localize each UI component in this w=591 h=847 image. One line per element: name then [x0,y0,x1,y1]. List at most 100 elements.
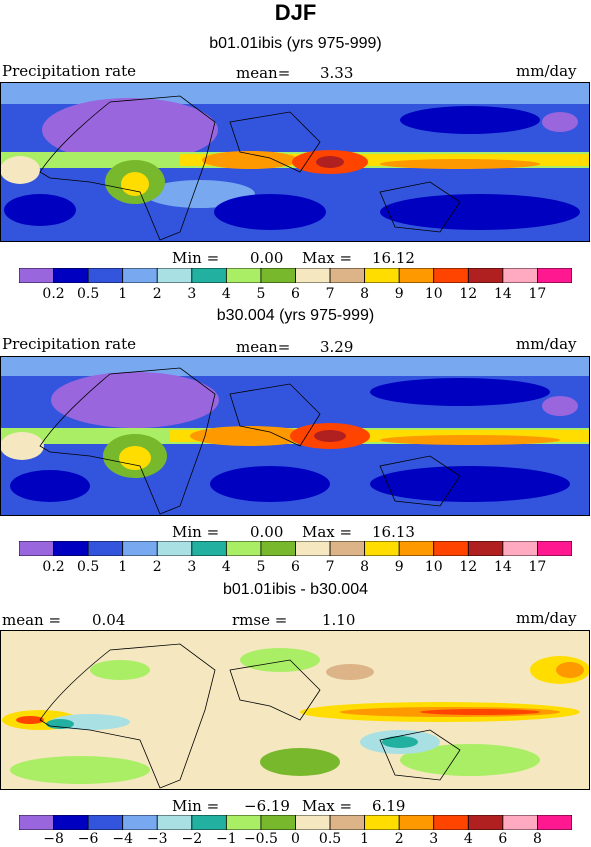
colorbar-tick-label: 3 [187,559,197,575]
panel2-units: mm/day [516,335,577,353]
colorbar-swatch [329,268,366,283]
colorbar-tick-label: 6 [291,559,300,575]
colorbar-tick-label: 9 [394,286,404,302]
colorbar-tick-label: 12 [459,559,478,575]
colorbar-swatch [260,268,296,283]
panel3-max-label: Max = [302,797,353,815]
panel3-min-label: Min = [172,797,220,815]
colorbar-tick-label: 2 [152,286,162,302]
colorbar-swatch [122,815,158,830]
panel1-units: mm/day [516,62,577,80]
colorbar-tick-label: 1 [118,559,128,575]
colorbar-tick-label: 8 [532,831,542,847]
panel1-colorbar-ticks: 0.2 0.5 1 2 3 4 5 6 7 8 9 10 12 14 17 [0,286,591,306]
colorbar-swatch [502,541,538,556]
panel1-title: b01.01ibis (yrs 975-999) [209,35,382,52]
panel3-max-value: 6.19 [372,797,406,815]
colorbar-swatch [122,541,158,556]
colorbar-tick-label: 2 [152,559,162,575]
panel3-title: b01.01ibis - b30.004 [223,581,368,598]
panel1-min-label: Min = [172,249,220,267]
panel2-mean-label: mean= [236,338,291,356]
colorbar-tick-label: −0.5 [243,831,278,847]
colorbar-tick-label: 5 [256,286,266,302]
colorbar-swatch [225,541,262,556]
colorbar-swatch [467,541,504,556]
colorbar-swatch [87,815,124,830]
colorbar-tick-label: 6 [498,831,508,847]
panel2-mean-value: 3.29 [320,338,354,356]
panel2-min-value: 0.00 [250,523,284,541]
colorbar-tick-label: 6 [291,286,300,302]
colorbar-tick-label: 0.5 [76,286,100,302]
panel3-rmse-label: rmse = [232,611,288,629]
colorbar-swatch [156,268,193,283]
colorbar-tick-label: 0.2 [42,559,65,575]
panel1-max-label: Max = [302,249,353,267]
colorbar-swatch [87,268,124,283]
colorbar-tick-label: 4 [221,286,231,302]
colorbar-swatch [156,815,193,830]
colorbar-swatch [260,541,296,556]
colorbar-swatch [191,541,227,556]
panel3-mean-value: 0.04 [92,611,126,629]
panel2-max-label: Max = [302,523,353,541]
colorbar-swatch [191,268,227,283]
colorbar-tick-label: 10 [424,286,443,302]
panel1-min-value: 0.00 [250,249,284,267]
colorbar-tick-label: −2 [181,831,203,847]
colorbar-swatch [398,815,435,830]
colorbar-swatch [53,541,89,556]
colorbar-swatch [53,815,89,830]
panel2-max-value: 16.13 [372,523,415,541]
panel2-min-label: Min = [172,523,220,541]
colorbar-swatch [364,815,400,830]
colorbar-tick-label: 1 [360,831,370,847]
colorbar-swatch [364,268,400,283]
colorbar-tick-label: 9 [394,559,404,575]
colorbar-tick-label: 7 [325,286,335,302]
colorbar-swatch [537,815,572,830]
figure-title: DJF [274,0,317,25]
colorbar-tick-label: −3 [146,831,168,847]
colorbar-swatch [225,268,262,283]
panel1-map [0,82,590,242]
panel3-map [0,630,590,790]
colorbar-swatch [156,541,193,556]
panel3-colorbar [19,815,572,830]
colorbar-swatch [53,268,89,283]
panel2-title: b30.004 (yrs 975-999) [216,307,375,324]
colorbar-swatch [329,815,366,830]
colorbar-swatch [364,541,400,556]
colorbar-tick-label: 17 [528,559,547,575]
colorbar-tick-label: 7 [325,559,335,575]
colorbar-swatch [398,268,435,283]
colorbar-swatch [122,268,158,283]
colorbar-swatch [295,815,331,830]
colorbar-swatch [225,815,262,830]
colorbar-tick-label: 0.2 [42,286,65,302]
colorbar-swatch [87,541,124,556]
panel1-colorbar [19,268,572,283]
colorbar-swatch [502,815,538,830]
panel2-variable-label: Precipitation rate [2,335,137,353]
panel1-mean-label: mean= [236,64,291,82]
colorbar-tick-label: 2 [394,831,404,847]
colorbar-tick-label: 0.5 [76,559,100,575]
panel3-colorbar-ticks: −8 −6 −4 −3 −2 −1 −0.5 0 0.5 1 2 3 4 6 8 [0,831,591,847]
colorbar-swatch [191,815,227,830]
panel2-colorbar [19,541,572,556]
colorbar-swatch [433,815,469,830]
colorbar-tick-label: 12 [459,286,478,302]
colorbar-swatch [19,541,54,556]
colorbar-swatch [433,268,469,283]
colorbar-tick-label: 14 [493,286,512,302]
colorbar-tick-label: 3 [429,831,439,847]
panel3-units: mm/day [516,609,577,627]
colorbar-tick-label: 10 [424,559,443,575]
colorbar-swatch [295,268,331,283]
colorbar-swatch [260,815,296,830]
colorbar-swatch [537,541,572,556]
colorbar-swatch [19,268,54,283]
colorbar-swatch [502,268,538,283]
